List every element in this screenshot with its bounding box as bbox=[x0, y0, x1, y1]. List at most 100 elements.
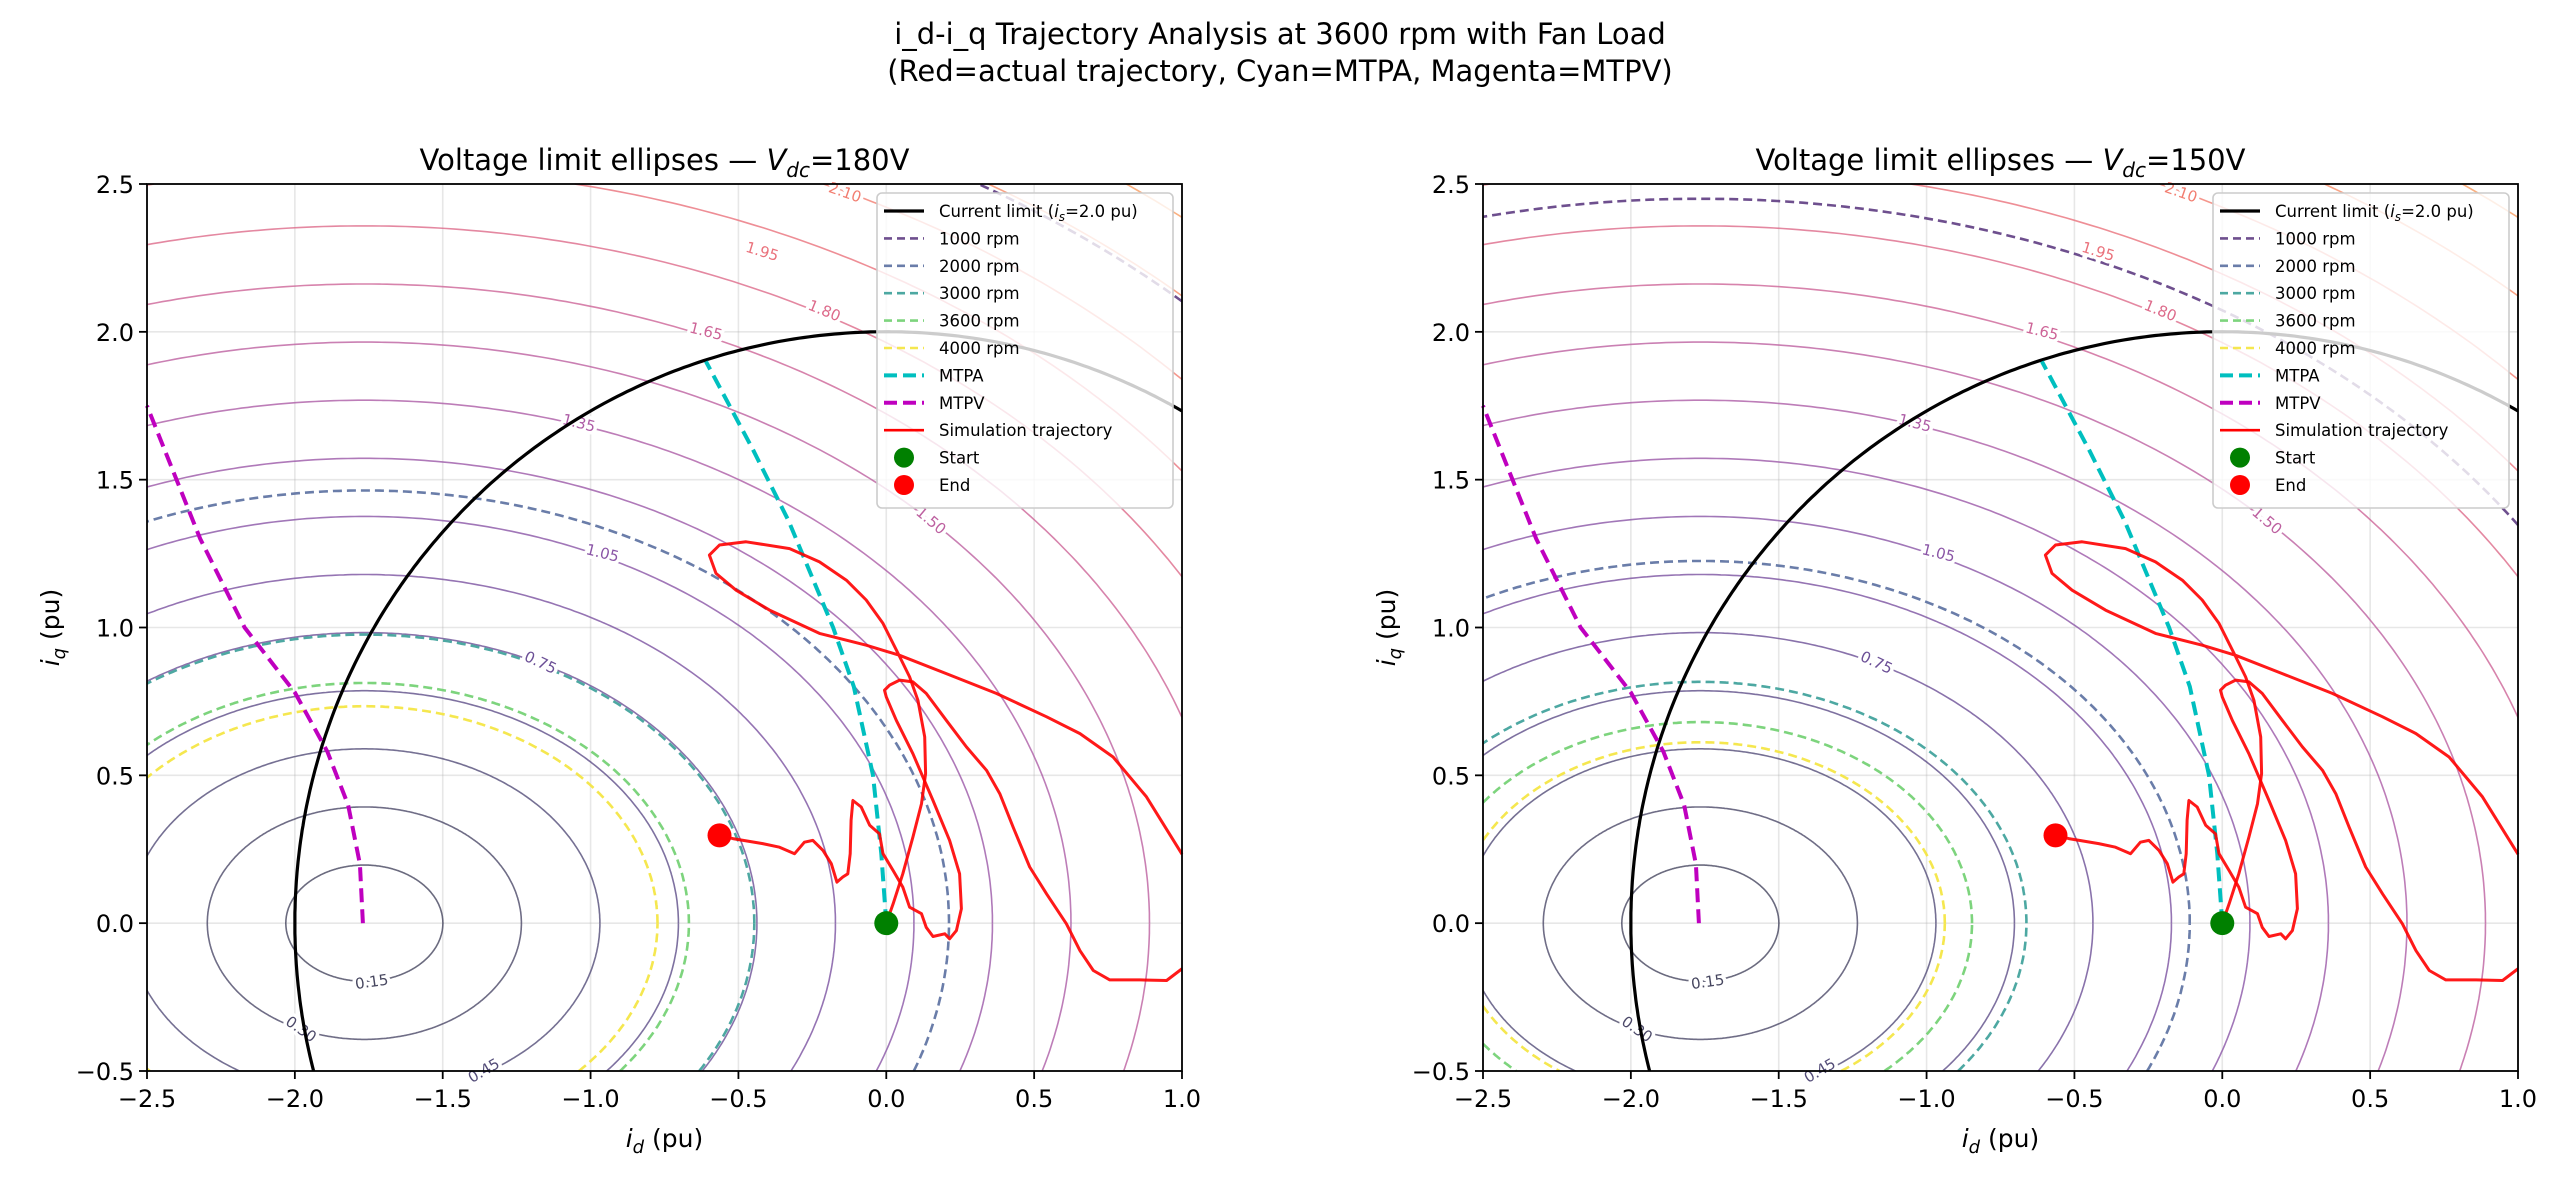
contour-0.45 bbox=[1482, 747, 1937, 1072]
contour-0.15 bbox=[1621, 864, 1780, 983]
end-marker bbox=[707, 823, 732, 848]
y-tick-label: 1.5 bbox=[1432, 467, 1470, 495]
simulation-trajectory-segment bbox=[707, 540, 1184, 924]
contour-0.75 bbox=[146, 631, 758, 1072]
legend-item: Current limit (is=2.0 pu) bbox=[884, 202, 1138, 224]
start-marker bbox=[2210, 911, 2235, 936]
legend-label: 3600 rpm bbox=[939, 312, 1020, 331]
legend-item: MTPA bbox=[2220, 366, 2320, 385]
contour-0.60 bbox=[1482, 689, 2016, 1072]
contour-0.45 bbox=[146, 747, 601, 1072]
contour-label: 1.65 bbox=[2024, 319, 2061, 345]
subplot-title: Voltage limit ellipses — Vdc=180V bbox=[420, 143, 910, 182]
contour-label: 0.75 bbox=[522, 647, 560, 677]
legend-item: End bbox=[894, 475, 970, 495]
legend-label: 3000 rpm bbox=[939, 284, 1020, 303]
legend-item: MTPV bbox=[2220, 394, 2321, 413]
contour-1.50-segment bbox=[1122, 923, 1151, 1072]
x-tick-label: −1.0 bbox=[1897, 1085, 1955, 1113]
contour-0.90 bbox=[146, 573, 837, 1072]
voltage-limit-1000-rpm-segment bbox=[1482, 197, 2519, 526]
y-tick-label: 2.0 bbox=[96, 319, 134, 347]
legend-label: End bbox=[2275, 476, 2306, 495]
legend-marker-icon bbox=[2230, 447, 2250, 468]
legend-item: 3600 rpm bbox=[2220, 312, 2356, 331]
legend-marker-icon bbox=[894, 447, 914, 468]
contour-0.75-segment bbox=[146, 631, 758, 924]
voltage-limit-3600-rpm bbox=[146, 681, 691, 1072]
contour-label: 1.95 bbox=[744, 238, 781, 265]
y-axis-label: iq (pu) bbox=[36, 589, 70, 667]
x-tick-label: −2.5 bbox=[1454, 1085, 1512, 1113]
contour-0.45-segment bbox=[1482, 747, 1937, 924]
legend-label: Current limit (is=2.0 pu) bbox=[2275, 202, 2474, 224]
legend-label: Current limit (is=2.0 pu) bbox=[939, 202, 1138, 224]
contour-1.65 bbox=[1482, 283, 2519, 718]
contour-0.45-segment bbox=[146, 747, 601, 924]
voltage-limit-3600-rpm bbox=[1482, 720, 1974, 1073]
y-tick-label: 2.5 bbox=[96, 171, 134, 199]
y-axis-label: iq (pu) bbox=[1372, 589, 1406, 667]
contour-0.30-segment bbox=[1542, 806, 1859, 1041]
contour-label: 1.35 bbox=[560, 410, 597, 436]
y-tick-label: 0.0 bbox=[96, 910, 134, 938]
legend-label: 2000 rpm bbox=[2275, 257, 2356, 276]
y-tick-label: 1.0 bbox=[96, 615, 134, 643]
voltage-limit-2000-rpm-segment bbox=[2145, 923, 2191, 1072]
end-marker bbox=[2043, 823, 2068, 848]
x-tick-label: 0.5 bbox=[2351, 1085, 2389, 1113]
voltage-limit-3000-rpm-segment bbox=[146, 633, 756, 924]
x-tick-label: 1.0 bbox=[2499, 1085, 2537, 1113]
x-tick-label: 0.5 bbox=[1015, 1085, 1053, 1113]
x-tick-label: −0.5 bbox=[2045, 1085, 2103, 1113]
legend-marker-icon bbox=[894, 475, 914, 495]
contour-0.90-segment bbox=[146, 573, 837, 924]
subplot-title: Voltage limit ellipses — Vdc=150V bbox=[1756, 143, 2246, 182]
voltage-limit-3600-rpm-segment bbox=[619, 923, 691, 1072]
contour-1.05-segment bbox=[1482, 515, 2251, 924]
contour-0.45-segment bbox=[1824, 923, 1937, 1072]
legend-label: Start bbox=[939, 449, 980, 468]
contour-1.35 bbox=[146, 399, 1072, 1072]
legend-item: Current limit (is=2.0 pu) bbox=[2220, 202, 2474, 224]
contour-1.50-segment bbox=[1482, 341, 2487, 924]
mtpv-curve-segment bbox=[145, 405, 365, 924]
contour-label: 0.75 bbox=[1858, 647, 1896, 677]
contour-1.20 bbox=[1482, 457, 2330, 1072]
legend-marker-icon bbox=[2230, 475, 2250, 495]
contour-1.65 bbox=[146, 283, 1183, 718]
voltage-limit-3600-rpm-segment bbox=[146, 681, 691, 924]
legend-label: 1000 rpm bbox=[2275, 229, 2356, 248]
contour-0.90-segment bbox=[1482, 573, 2173, 924]
x-tick-label: 0.0 bbox=[2203, 1085, 2241, 1113]
contour-1.20-segment bbox=[146, 457, 994, 924]
simulation-trajectory bbox=[2043, 540, 2520, 982]
y-tick-label: 0.0 bbox=[1432, 910, 1470, 938]
contour-1.65-segment bbox=[1482, 283, 2519, 718]
legend-label: MTPV bbox=[939, 394, 985, 413]
legend-label: Simulation trajectory bbox=[2275, 421, 2449, 440]
legend-label: 4000 rpm bbox=[939, 339, 1020, 358]
y-tick-label: 2.5 bbox=[1432, 171, 1470, 199]
legend-item: Start bbox=[2230, 447, 2316, 468]
voltage-limit-4000-rpm bbox=[1481, 740, 1947, 1073]
voltage-limit-2000-rpm bbox=[146, 489, 951, 1072]
voltage-limit-2000-rpm-segment bbox=[1482, 559, 2191, 924]
contour-1.35-segment bbox=[2377, 923, 2408, 1072]
legend: Current limit (is=2.0 pu) 1000 rpm 2000 rp… bbox=[2212, 192, 2510, 509]
mtpa-curve bbox=[704, 360, 889, 924]
legend-item: End bbox=[2230, 475, 2306, 495]
suptitle-line-1: i_d-i_q Trajectory Analysis at 3600 rpm … bbox=[894, 17, 1666, 51]
mtpv-curve bbox=[145, 405, 365, 924]
x-tick-label: 1.0 bbox=[1163, 1085, 1201, 1113]
simulation-trajectory-segment bbox=[2055, 678, 2520, 982]
contour-1.20-segment bbox=[1482, 457, 2330, 924]
contour-label: 2.10 bbox=[2162, 178, 2199, 206]
contour-0.45-segment bbox=[146, 989, 240, 1072]
contour-0.90-segment bbox=[790, 923, 837, 1072]
contour-0.75-segment bbox=[1482, 631, 2094, 924]
contour-1.35 bbox=[1482, 399, 2408, 1072]
y-tick-label: 1.5 bbox=[96, 467, 134, 495]
contour-0.60-segment bbox=[606, 923, 680, 1072]
